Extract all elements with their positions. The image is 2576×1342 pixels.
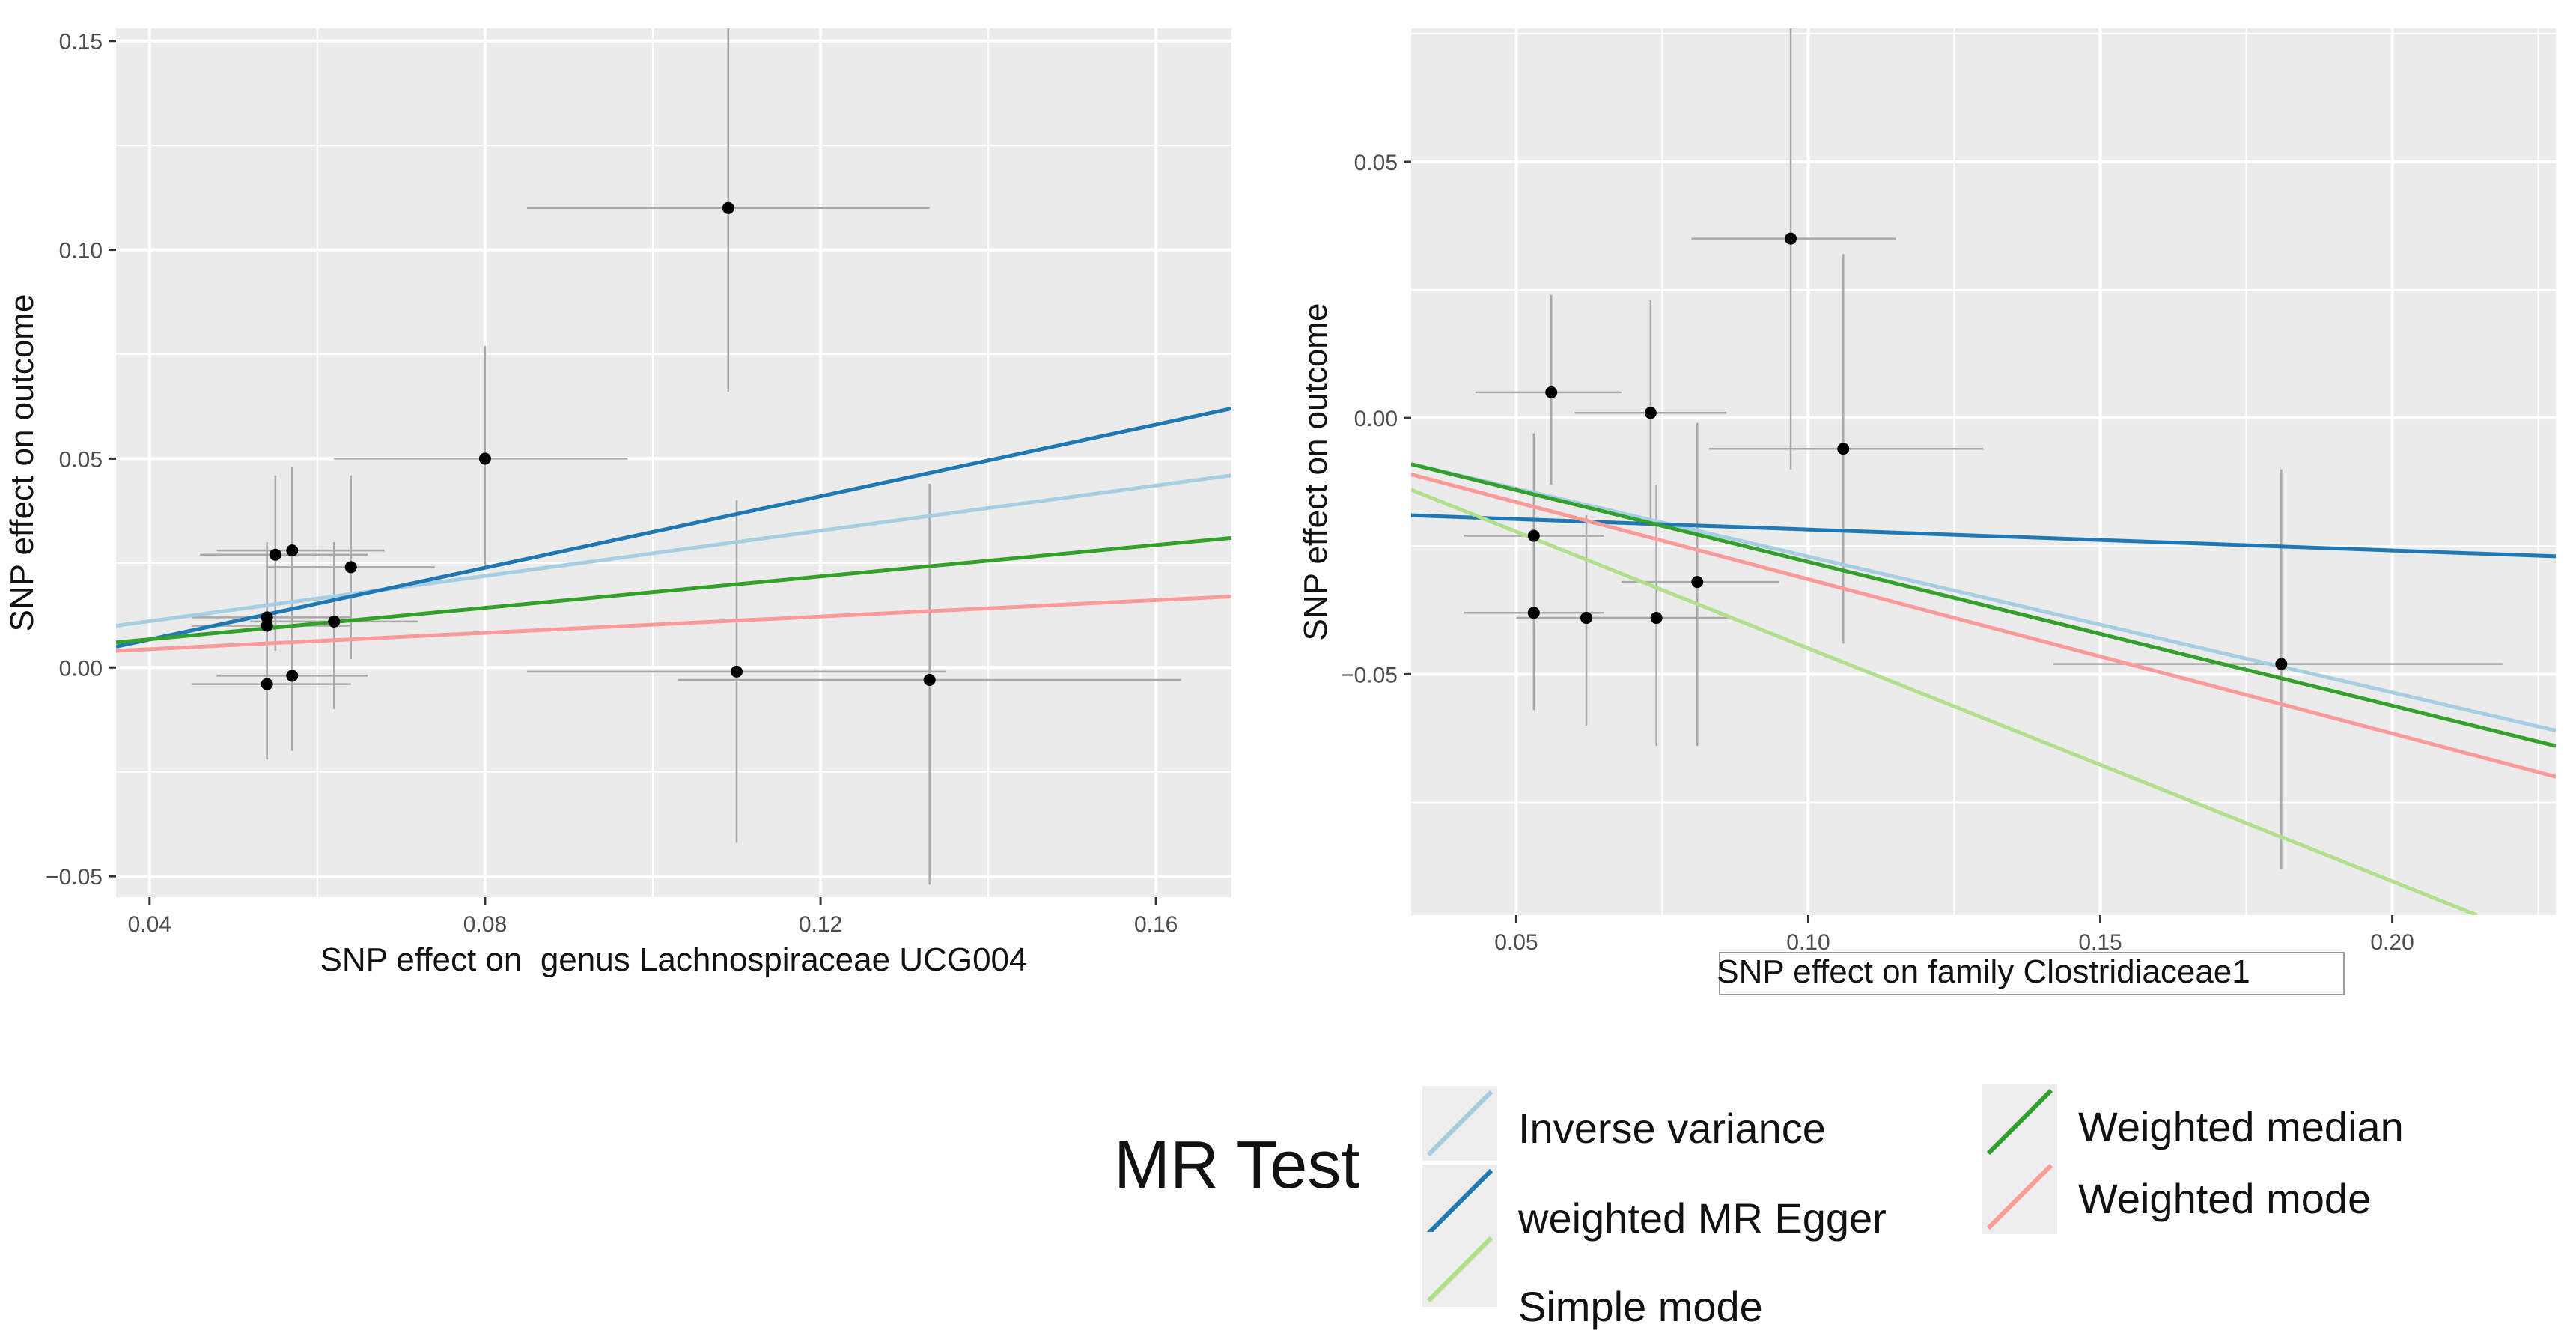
y-tick-label: 0.00 — [1354, 407, 1398, 431]
x-tick-label: 0.12 — [799, 912, 842, 937]
data-point — [923, 674, 936, 686]
y-tick-label: 0.05 — [59, 447, 103, 472]
regression-line-weighted-mode — [116, 594, 1231, 653]
regression-line-mr-egger — [1411, 513, 2556, 559]
data-point — [1837, 443, 1850, 455]
plot-area — [116, 28, 1231, 885]
data-point — [261, 611, 273, 624]
x-tick-label: 0.04 — [128, 912, 171, 937]
y-tick-label: 0.15 — [59, 30, 103, 55]
x-tick-label: 0.20 — [2370, 930, 2414, 955]
plot-background — [1411, 28, 2556, 915]
data-point — [286, 544, 299, 557]
data-point — [261, 619, 273, 632]
y-axis-title: SNP effect on outcome — [4, 294, 40, 632]
x-tick-label: 0.10 — [1786, 930, 1830, 955]
y-tick-label: 0.10 — [59, 239, 103, 264]
y-tick-label: −0.05 — [1341, 663, 1398, 687]
data-point — [1785, 232, 1797, 245]
regression-line-weighted-median — [1411, 462, 2556, 748]
x-axis-title: SNP effect on family Clostridiaceae1 — [1717, 953, 2250, 990]
x-axis-title: SNP effect on genus Lachnospiraceae UCG0… — [320, 941, 1028, 978]
x-tick-label: 0.16 — [1134, 912, 1178, 937]
x-tick-label: 0.05 — [1494, 930, 1538, 955]
data-point — [2275, 658, 2288, 670]
data-point — [344, 561, 357, 574]
chart-panel-1: 0.04 0.08 0.12 0.16 −0.05 0.00 0.05 0.10 0.15 SNP… — [4, 28, 1231, 978]
regression-line-mr-egger — [116, 407, 1231, 649]
data-point — [1545, 386, 1558, 398]
plot-area — [1411, 28, 2556, 915]
data-point — [731, 665, 743, 678]
x-tick-label: 0.15 — [2078, 930, 2122, 955]
regression-line-weighted-mode — [1411, 473, 2556, 779]
y-tick-label: 0.00 — [59, 656, 103, 681]
y-tick-label: 0.05 — [1354, 151, 1398, 175]
data-point — [1580, 612, 1593, 625]
y-axis-title: SNP effect on outcome — [1297, 303, 1334, 641]
regression-line-inverse-variance — [1411, 462, 2556, 733]
x-axis-title-frame — [1719, 952, 2345, 995]
data-point — [1650, 612, 1663, 625]
data-point — [328, 615, 341, 628]
x-tick-label: 0.08 — [463, 912, 507, 937]
regression-line-weighted-median — [116, 535, 1231, 645]
data-point — [1527, 529, 1540, 542]
chart-panel-2: 0.05 0.10 0.15 0.20 −0.05 0.00 0.05 SNP effect … — [1297, 28, 2556, 995]
data-point — [722, 201, 734, 214]
y-tick-label: −0.05 — [46, 865, 103, 890]
plot-background — [116, 28, 1231, 897]
data-point — [478, 452, 491, 465]
regression-line-simple-mode — [1411, 488, 2478, 915]
data-point — [286, 670, 299, 682]
regression-line-inverse-variance — [116, 473, 1231, 628]
data-point — [269, 548, 281, 561]
data-point — [1527, 607, 1540, 619]
data-point — [1691, 576, 1704, 589]
data-point — [261, 678, 273, 690]
data-point — [1644, 407, 1657, 419]
